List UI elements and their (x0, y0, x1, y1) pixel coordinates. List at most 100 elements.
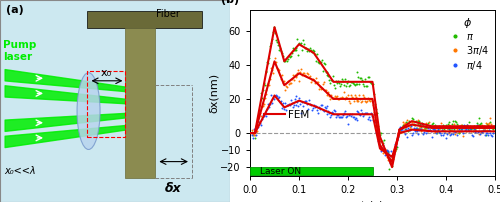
Point (405, 128, 413, 132)
Point (375, 139, 383, 142)
Point (378, 151, 386, 154)
Point (398, 125, 406, 129)
Point (249, 133, 257, 136)
Point (324, 73, 332, 77)
Point (382, 149, 390, 152)
Point (406, 128, 414, 131)
Point (301, 73, 309, 76)
Point (448, 127, 456, 130)
Point (393, 138, 401, 141)
Point (290, 73, 298, 77)
Point (461, 127, 469, 130)
Point (444, 127, 452, 130)
Point (333, 113, 341, 117)
Point (286, 54, 294, 57)
Point (290, 78, 298, 81)
Point (311, 52, 319, 56)
Point (461, 124, 469, 128)
Point (315, 87, 323, 90)
Point (485, 128, 493, 131)
Point (262, 69, 270, 73)
Point (320, 61, 328, 65)
Point (444, 130, 452, 134)
Point (300, 43, 308, 46)
Point (420, 132, 428, 135)
Point (467, 127, 475, 130)
Point (403, 135, 411, 139)
Point (344, 80, 352, 83)
Point (285, 82, 293, 85)
Point (432, 126, 440, 129)
Point (425, 121, 433, 124)
Point (369, 119, 377, 122)
Point (279, 101, 287, 104)
Point (332, 80, 340, 83)
Point (314, 111, 322, 115)
Point (474, 124, 482, 127)
Point (358, 108, 366, 111)
Point (276, 74, 284, 77)
Point (277, 77, 285, 80)
Point (339, 79, 347, 83)
Text: x₀<<λ: x₀<<λ (4, 166, 36, 176)
Point (256, 112, 264, 115)
Point (260, 97, 268, 100)
Point (254, 120, 262, 123)
Point (463, 123, 471, 127)
Point (424, 129, 432, 133)
Point (446, 133, 454, 137)
Point (342, 85, 350, 88)
Point (408, 116, 416, 119)
Point (294, 105, 302, 108)
Point (294, 53, 302, 56)
Point (476, 126, 484, 129)
Point (290, 49, 298, 52)
Point (280, 60, 288, 63)
Point (422, 127, 430, 130)
Point (292, 75, 300, 78)
Point (422, 132, 430, 135)
Legend: FEM: FEM (260, 106, 314, 124)
Point (350, 84, 358, 87)
Point (386, 157, 394, 161)
Point (258, 88, 266, 92)
Point (468, 129, 476, 133)
Point (298, 41, 306, 45)
Point (256, 121, 264, 124)
Point (423, 129, 431, 132)
Point (476, 125, 484, 128)
Point (410, 122, 418, 125)
Point (456, 125, 464, 128)
Point (290, 48, 298, 51)
Point (308, 78, 316, 81)
Point (395, 127, 403, 130)
Point (296, 43, 304, 46)
Point (400, 124, 408, 127)
Point (324, 110, 332, 113)
Point (275, 69, 283, 72)
Point (368, 99, 376, 102)
Point (399, 123, 407, 126)
Point (437, 121, 445, 124)
Point (422, 125, 430, 128)
Point (312, 59, 320, 62)
Point (249, 136, 257, 139)
Point (333, 94, 341, 98)
Point (440, 131, 448, 134)
Point (408, 123, 416, 126)
Point (298, 74, 306, 77)
Point (412, 119, 420, 123)
FancyBboxPatch shape (0, 0, 230, 202)
Point (273, 40, 281, 43)
Point (458, 129, 466, 132)
Point (266, 44, 274, 47)
Point (330, 112, 338, 115)
Point (414, 118, 422, 121)
Point (286, 98, 294, 101)
Point (480, 129, 488, 132)
Point (258, 97, 266, 100)
Point (376, 134, 384, 137)
Point (386, 167, 394, 170)
Point (397, 130, 405, 134)
Point (338, 96, 346, 99)
